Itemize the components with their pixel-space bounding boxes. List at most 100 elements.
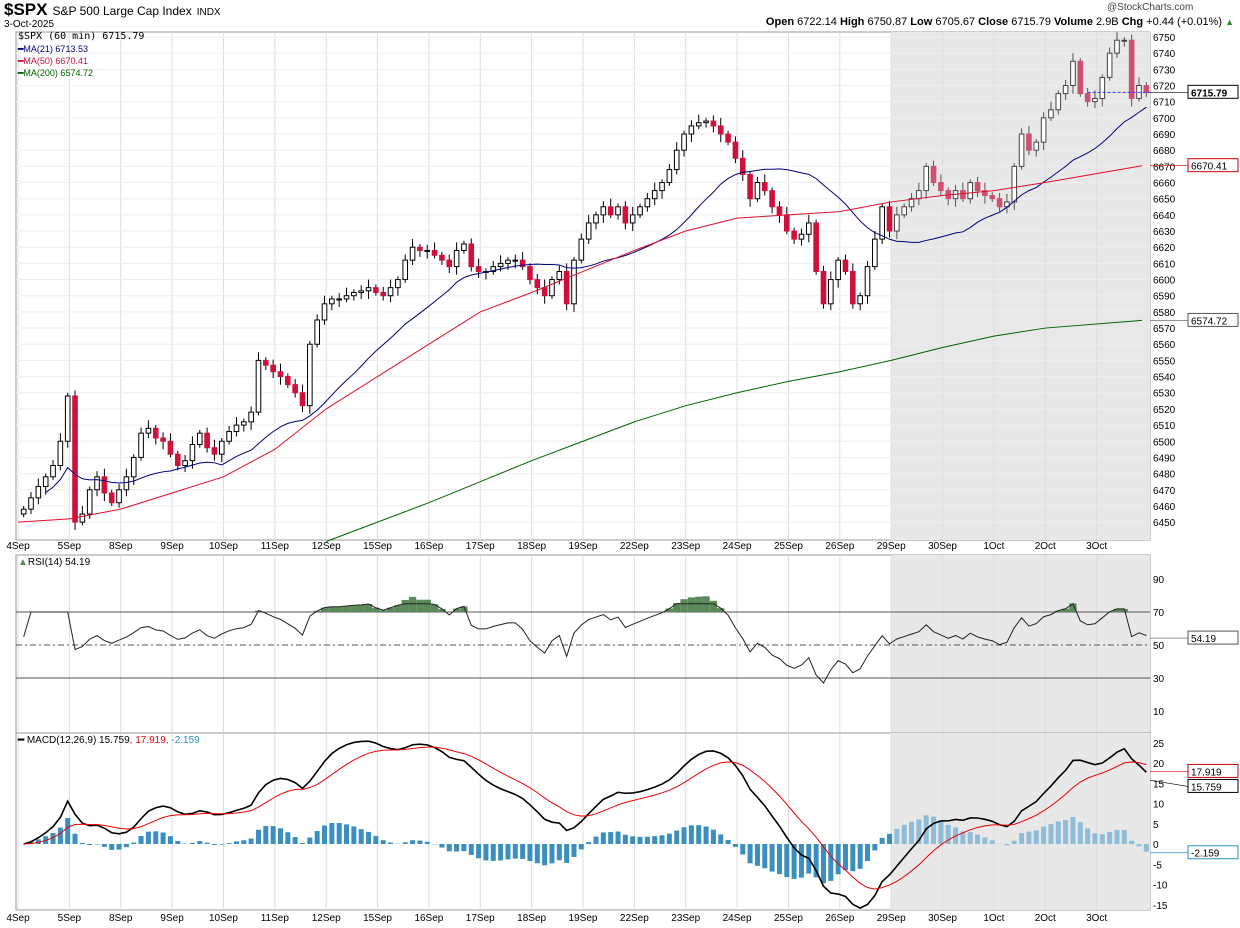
candle xyxy=(453,249,460,268)
signal-line xyxy=(23,746,1147,890)
rsi-tag: 54.19 xyxy=(1191,634,1216,645)
macd-histogram-bar xyxy=(630,836,636,844)
macd-tick-label: -10 xyxy=(1153,881,1168,892)
candle xyxy=(791,230,797,240)
price-tick-label: 6520 xyxy=(1153,405,1176,416)
candle xyxy=(424,249,431,252)
macd-histogram-bar xyxy=(637,836,643,844)
macd-histogram-bar xyxy=(263,826,269,844)
candle xyxy=(585,222,592,240)
candle xyxy=(842,259,849,272)
candle xyxy=(982,190,988,196)
date-label: 25Sep xyxy=(774,541,803,552)
date-label: 19Sep xyxy=(569,541,598,552)
candle xyxy=(864,266,871,297)
candle xyxy=(607,206,614,216)
date-label: 8Sep xyxy=(109,541,133,552)
ma50-line xyxy=(17,165,1143,523)
macd-histogram-bar xyxy=(439,844,445,848)
candle xyxy=(226,431,232,442)
macd-histogram-bar xyxy=(754,844,760,866)
shaded-region xyxy=(891,32,1150,540)
date-label: 15Sep xyxy=(363,913,392,924)
candle xyxy=(996,198,1003,208)
macd-histogram-bar xyxy=(1099,834,1105,844)
macd-histogram-bar xyxy=(160,832,166,844)
candle xyxy=(468,243,475,268)
macd-histogram-bar xyxy=(879,837,885,844)
macd-histogram-bar xyxy=(189,842,195,844)
candle xyxy=(1077,60,1084,95)
candle xyxy=(974,182,981,192)
candle xyxy=(402,259,409,281)
signal-tag: 17.919 xyxy=(1191,767,1222,778)
date-label: 24Sep xyxy=(723,541,752,552)
rsi-overbought-fill xyxy=(687,597,696,612)
high-label: High xyxy=(839,16,865,28)
price-tick-label: 6700 xyxy=(1153,114,1176,125)
candle xyxy=(409,246,416,261)
price-tick-label: 6690 xyxy=(1153,130,1176,141)
high-value: 6750.87 xyxy=(867,16,908,28)
macd-histogram-bar xyxy=(138,835,144,844)
date-label: 18Sep xyxy=(517,541,546,552)
macd-histogram-bar xyxy=(842,844,848,871)
macd-histogram-bar xyxy=(241,840,247,844)
candle xyxy=(622,206,629,224)
candle xyxy=(571,259,577,305)
macd-histogram-bar xyxy=(975,834,981,844)
macd-histogram-bar xyxy=(945,824,951,844)
candle xyxy=(1040,117,1047,143)
macd-histogram-bar xyxy=(410,840,416,844)
candle xyxy=(820,270,827,305)
macd-histogram-bar xyxy=(380,840,386,844)
macd-histogram-bar xyxy=(292,837,298,844)
candle xyxy=(901,206,907,216)
macd-histogram-bar xyxy=(402,842,408,844)
macd-histogram-bar xyxy=(211,844,217,846)
candle xyxy=(20,508,27,515)
rsi-overbought-fill xyxy=(709,600,718,612)
macd-histogram-bar xyxy=(615,831,621,844)
candle xyxy=(673,149,680,171)
ma21-line xyxy=(45,106,1147,493)
macd-histogram-bar xyxy=(300,843,305,844)
quote-bar: Open 6722.14 High 6750.87 Low 6705.67 Cl… xyxy=(766,16,1234,28)
macd-histogram-bar xyxy=(50,832,56,844)
macd-tick-label: 25 xyxy=(1153,739,1165,750)
candle xyxy=(439,254,445,261)
rsi-overbought-fill xyxy=(1061,608,1070,612)
macd-histogram-bar xyxy=(1121,829,1127,844)
legend-ma50-text: MA(50) 6670.41 xyxy=(23,56,88,66)
macd-histogram-bar xyxy=(608,832,614,844)
rsi-tick-label: 90 xyxy=(1153,575,1165,586)
macd-histogram-bar xyxy=(79,842,85,844)
rsi-overbought-fill xyxy=(695,596,703,612)
candle xyxy=(761,182,768,192)
rsi-tag-box xyxy=(1187,630,1239,645)
macd-tick-label: 5 xyxy=(1153,820,1159,831)
date-label: 17Sep xyxy=(466,913,495,924)
candle xyxy=(86,489,93,515)
date-label: 26Sep xyxy=(825,541,854,552)
macd-histogram-bar xyxy=(219,844,225,845)
date-label: 30Sep xyxy=(928,913,957,924)
legend-price: $SPX (60 min) 6715.79 xyxy=(18,31,145,42)
date-label: 19Sep xyxy=(569,913,598,924)
legend-hist-text: , -2.159 xyxy=(165,735,200,746)
macd-histogram-bar xyxy=(505,844,511,860)
candle xyxy=(130,456,137,478)
macd-histogram-bar xyxy=(285,832,291,844)
candle xyxy=(1070,60,1076,87)
price-tick-label: 6630 xyxy=(1153,227,1176,238)
macd-histogram-bar xyxy=(1004,844,1010,846)
candle xyxy=(285,376,291,386)
candle xyxy=(1026,133,1032,151)
date-label: 25Sep xyxy=(774,913,803,924)
macd-histogram-bar xyxy=(498,844,504,861)
candle xyxy=(600,206,607,216)
candle xyxy=(431,249,438,256)
date-label: 29Sep xyxy=(877,913,906,924)
candle xyxy=(717,125,724,135)
